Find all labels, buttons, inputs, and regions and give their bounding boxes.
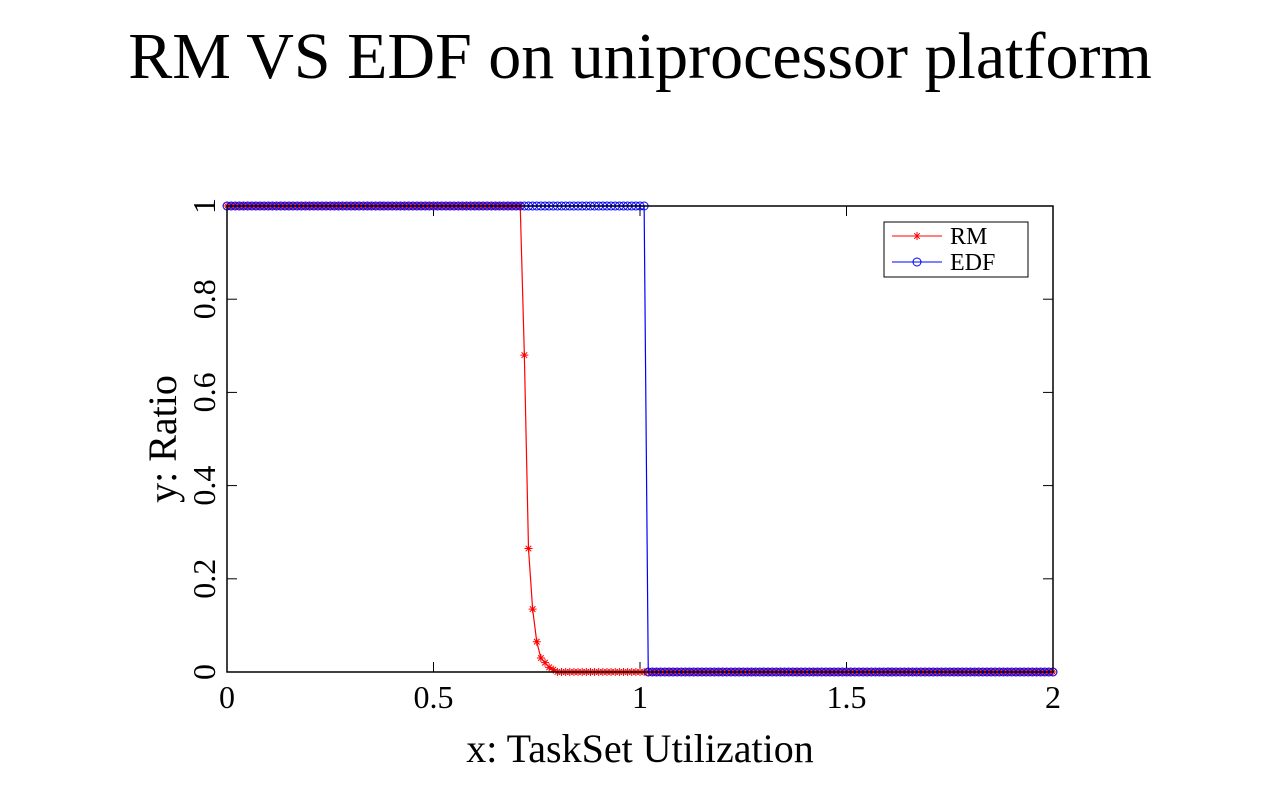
marker	[549, 665, 558, 674]
legend-marker	[912, 257, 922, 267]
legend-marker	[913, 232, 921, 240]
y-axis-label: y: Ratio	[140, 375, 185, 503]
x-tick-label: 0	[219, 679, 235, 715]
marker	[541, 658, 550, 667]
y-tick-label: 0.4	[186, 466, 222, 506]
y-tick-label: 0	[186, 664, 222, 680]
x-tick-label: 2	[1045, 679, 1061, 715]
marker	[528, 605, 537, 614]
legend-label: RM	[950, 224, 987, 250]
y-tick-label: 0.8	[186, 279, 222, 319]
marker	[524, 544, 533, 553]
x-tick-label: 1.5	[827, 679, 867, 715]
marker	[536, 654, 545, 663]
chart-title: RM VS EDF on uniprocessor platform	[128, 20, 1152, 93]
y-tick-label: 0.6	[186, 372, 222, 412]
x-axis-label: x: TaskSet Utilization	[466, 726, 814, 771]
marker	[520, 351, 529, 360]
x-tick-label: 0.5	[414, 679, 454, 715]
marker	[545, 663, 554, 672]
legend-label: EDF	[950, 250, 995, 276]
y-tick-label: 1	[186, 198, 222, 214]
legend-box	[883, 221, 1029, 278]
y-tick-label: 0.2	[186, 559, 222, 599]
marker	[532, 637, 541, 646]
x-tick-label: 1	[632, 679, 648, 715]
plot-frame	[226, 205, 1054, 673]
